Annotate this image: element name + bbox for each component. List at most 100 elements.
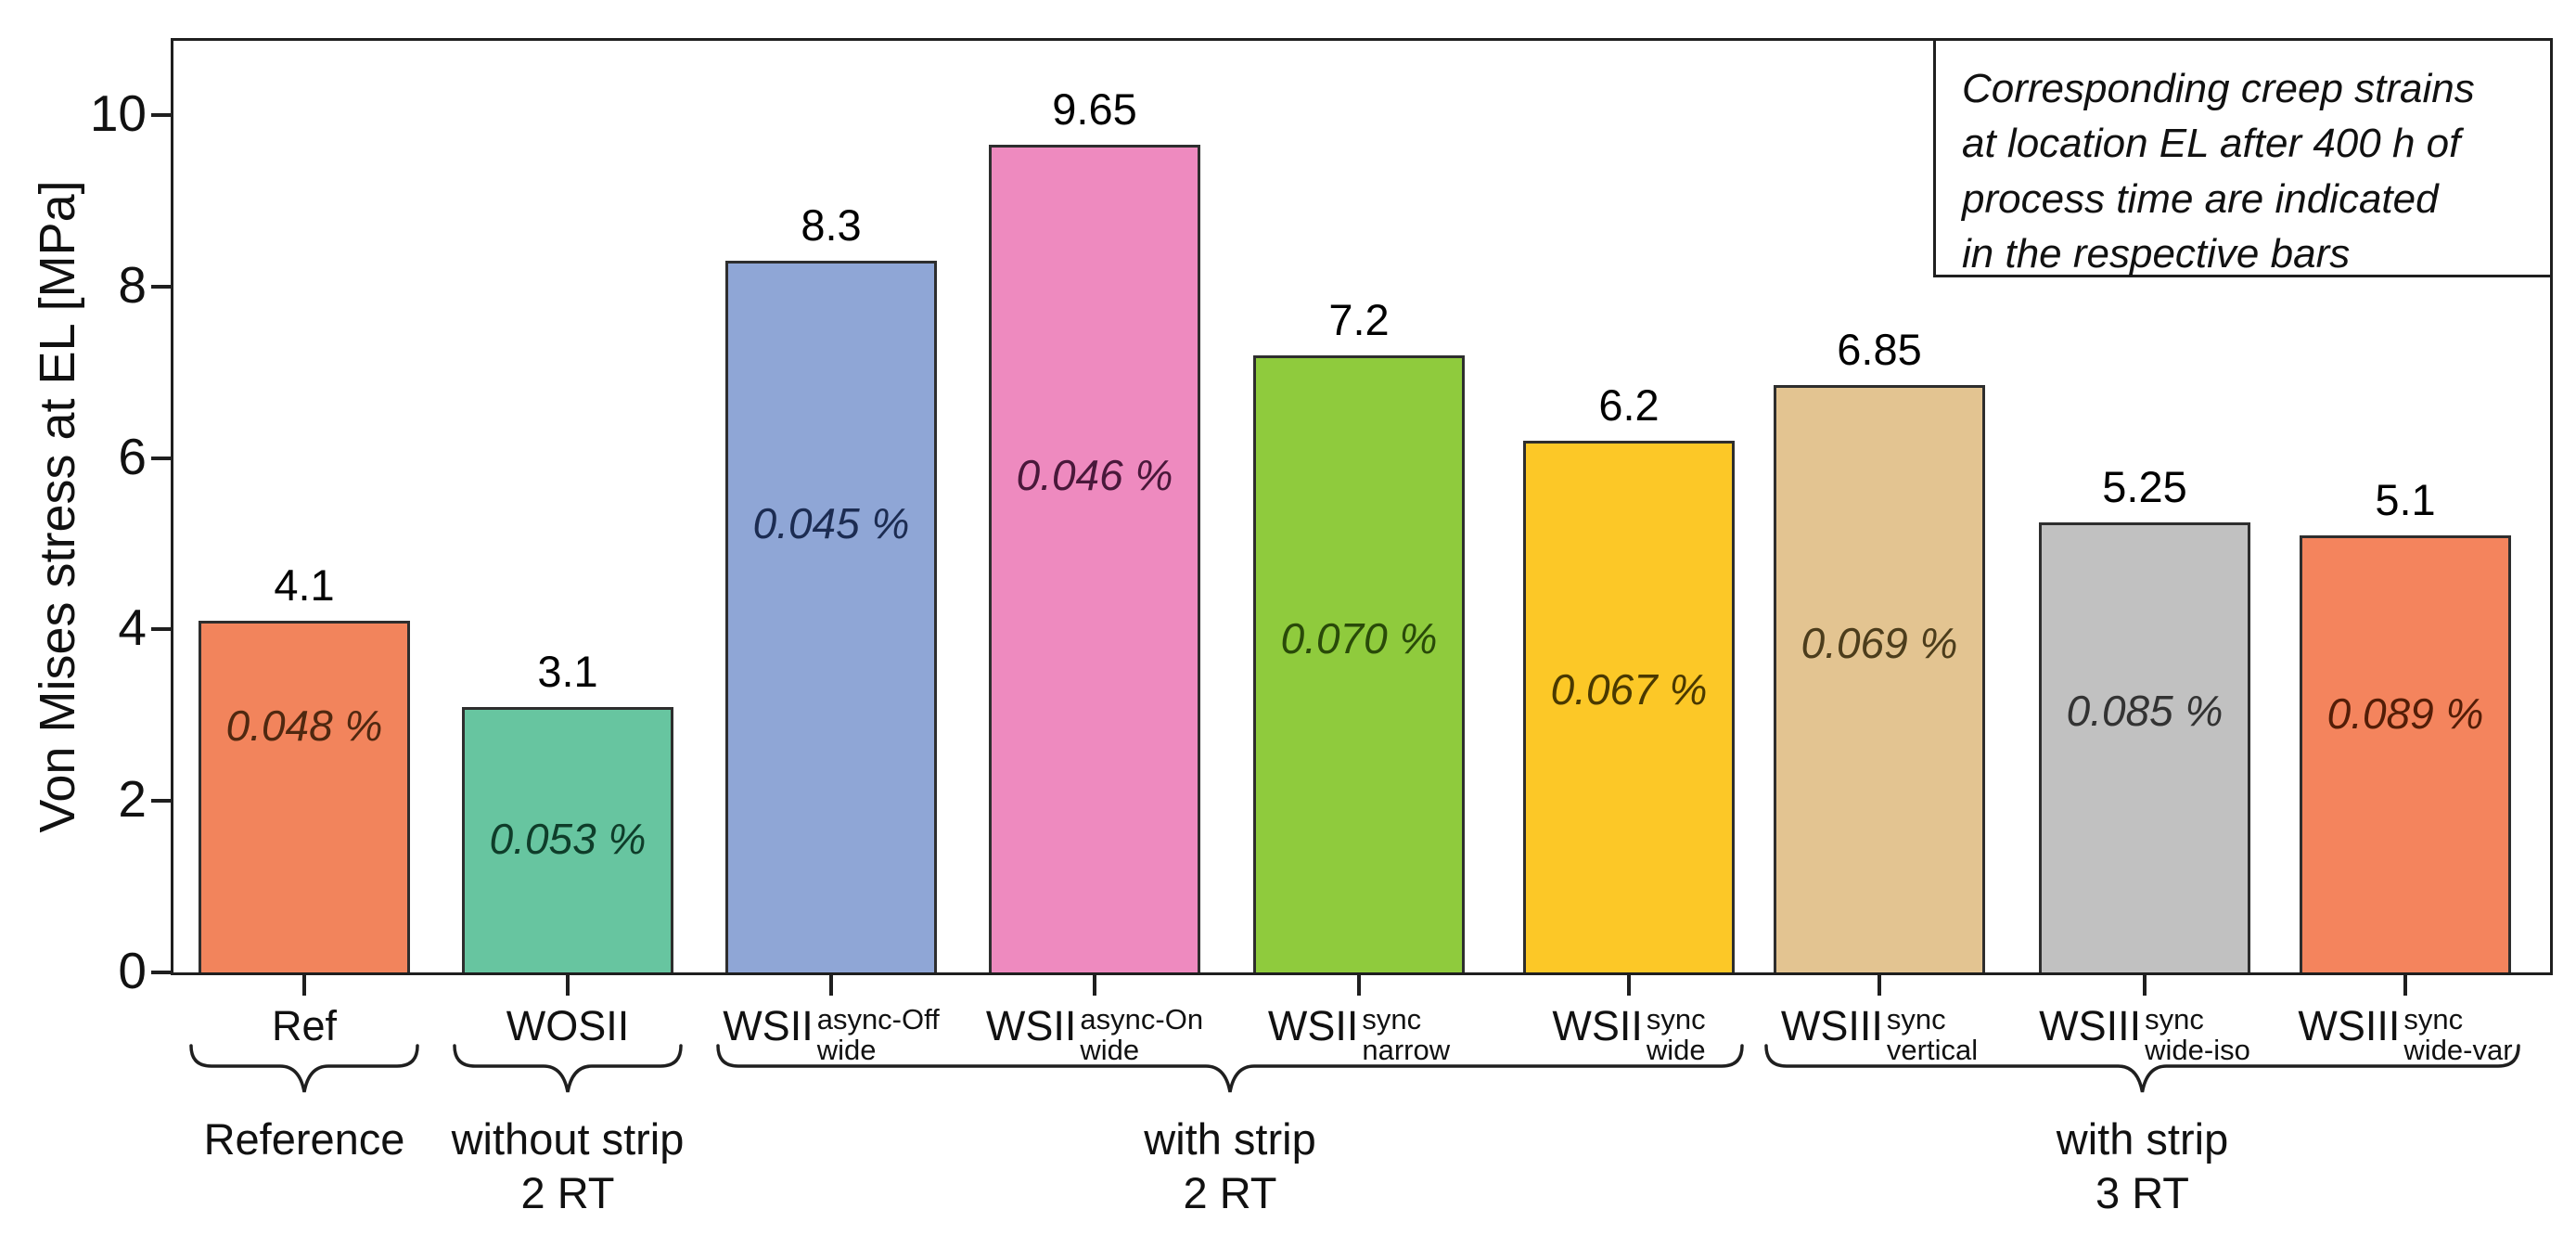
bar-value-label: 6.85 — [1837, 325, 1922, 374]
group-brace — [716, 1044, 1744, 1093]
bar-value-label: 5.1 — [2375, 475, 2436, 524]
bar-strain-label: 0.045 % — [752, 499, 910, 547]
x-tick-mark — [1093, 975, 1096, 996]
group-label-line1: with strip — [1144, 1114, 1316, 1164]
x-tick-label: WSII async-On wide — [909, 1002, 1280, 1066]
x-tick-label: WSIII sync wide-iso — [1959, 1002, 2330, 1066]
x-tick-label-subscript: wide-iso — [2145, 1034, 2250, 1067]
bar-strain-label: 0.085 % — [2066, 687, 2224, 735]
group-brace — [189, 1044, 419, 1093]
x-tick-label-supsub: sync vertical — [1887, 1004, 1978, 1066]
x-tick-label-subscript: vertical — [1886, 1034, 1979, 1067]
bar-value-label: 9.65 — [1052, 84, 1137, 134]
x-tick-label: WSII sync wide — [1443, 1002, 1814, 1066]
x-tick-mark — [302, 975, 306, 996]
x-tick-label-subscript: wide — [1080, 1034, 1140, 1067]
x-tick-mark — [1878, 975, 1881, 996]
bar-strain-label: 0.067 % — [1550, 665, 1708, 714]
x-tick-label: WOSII — [382, 1002, 753, 1050]
x-tick-label-superscript: sync — [1646, 1003, 1706, 1036]
y-tick-label: 2 — [118, 770, 147, 829]
bar-value-label: 8.3 — [801, 200, 862, 250]
x-tick-label: Ref — [119, 1002, 490, 1050]
x-tick-label-supsub: sync wide-iso — [2145, 1004, 2250, 1066]
y-tick-mark — [151, 627, 172, 632]
bar-strain-label: 0.053 % — [489, 815, 647, 863]
group-brace — [1764, 1044, 2520, 1093]
x-tick-label: WSII async-Off wide — [646, 1002, 1017, 1066]
x-tick-label-subscript: wide — [1646, 1034, 1706, 1067]
x-tick-label-supsub: sync wide — [1647, 1004, 1706, 1066]
bar — [989, 145, 1200, 972]
x-tick-label-base: WOSII — [506, 1002, 630, 1049]
group-label-line1: without strip — [451, 1114, 685, 1164]
x-tick-label-supsub: async-Off wide — [817, 1004, 940, 1066]
x-tick-label: WSIII sync vertical — [1694, 1002, 2065, 1066]
bar-strain-label: 0.070 % — [1280, 614, 1438, 663]
x-tick-label-superscript: async-On — [1080, 1003, 1204, 1036]
x-tick-mark — [1627, 975, 1631, 996]
x-tick-mark — [566, 975, 570, 996]
annotation-text-line: in the respective bars — [1962, 231, 2351, 277]
bar — [462, 707, 673, 972]
annotation-text-line: at location EL after 400 h of — [1962, 121, 2461, 167]
bar-value-label: 4.1 — [274, 560, 335, 610]
x-tick-label-base: WSII — [985, 1002, 1077, 1049]
y-tick-label: 4 — [118, 598, 147, 657]
x-tick-mark — [2143, 975, 2147, 996]
bar-strain-label: 0.048 % — [225, 701, 383, 750]
bar — [2300, 535, 2511, 972]
y-tick-label: 0 — [118, 942, 147, 999]
y-tick-label: 6 — [118, 427, 147, 485]
y-tick-mark — [151, 456, 172, 460]
x-tick-label-subscript: narrow — [1362, 1034, 1451, 1067]
y-tick-label: 10 — [89, 84, 147, 142]
x-tick-label-superscript: sync — [1362, 1003, 1422, 1036]
x-tick-label-superscript: sync — [2403, 1003, 2464, 1036]
y-tick-mark — [151, 113, 172, 117]
y-tick-mark — [151, 971, 172, 974]
bar-value-label: 7.2 — [1328, 295, 1390, 344]
annotation-text-line: process time are indicated — [1962, 175, 2439, 222]
x-tick-label: WSIII sync wide-var — [2220, 1002, 2576, 1066]
x-tick-mark — [829, 975, 833, 996]
x-tick-label-subscript: wide-var — [2403, 1034, 2513, 1067]
x-tick-label-supsub: async-On wide — [1080, 1004, 1203, 1066]
bar — [1774, 385, 1985, 972]
group-label-line1: Reference — [203, 1114, 405, 1164]
x-tick-label-supsub: sync wide-var — [2403, 1004, 2512, 1066]
y-tick-label: 8 — [118, 255, 147, 314]
bar-value-label: 6.2 — [1598, 380, 1660, 430]
bar-strain-label: 0.089 % — [2326, 689, 2484, 738]
group-label-line2: 3 RT — [2095, 1168, 2189, 1217]
x-tick-label-subscript: wide — [816, 1034, 877, 1067]
group-label-line2: 2 RT — [1183, 1168, 1277, 1217]
x-tick-label-base: WSII — [1552, 1002, 1643, 1049]
x-tick-label-base: WSII — [723, 1002, 814, 1049]
bar-value-label: 5.25 — [2102, 462, 2187, 511]
x-tick-label-base: WSII — [1267, 1002, 1359, 1049]
x-tick-mark — [2403, 975, 2407, 996]
x-tick-label-base: WSIII — [1780, 1002, 1883, 1049]
bar — [725, 261, 937, 972]
group-label-line1: with strip — [2056, 1114, 2229, 1164]
bar-strain-label: 0.069 % — [1801, 619, 1958, 667]
x-tick-label-supsub: sync narrow — [1362, 1004, 1450, 1066]
x-tick-label-superscript: sync — [2145, 1003, 2204, 1036]
group-label-line2: 2 RT — [520, 1168, 615, 1217]
group-brace — [453, 1044, 683, 1093]
y-tick-mark — [151, 284, 172, 289]
x-tick-label-base: Ref — [271, 1002, 338, 1049]
bar — [199, 621, 410, 972]
annotation-text-line: Corresponding creep strains — [1962, 66, 2475, 111]
x-tick-label-base: WSIII — [2298, 1002, 2401, 1049]
annotation-box: Corresponding creep strains at location E… — [1933, 38, 2553, 277]
bar — [1523, 441, 1735, 972]
x-tick-mark — [1357, 975, 1361, 996]
bar-strain-label: 0.046 % — [1016, 451, 1173, 499]
x-tick-label-base: WSIII — [2039, 1002, 2142, 1049]
x-tick-label: WSII sync narrow — [1173, 1002, 1544, 1066]
y-tick-mark — [151, 799, 172, 804]
bar-value-label: 3.1 — [537, 647, 598, 696]
